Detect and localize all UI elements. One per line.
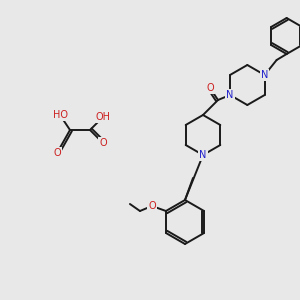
Text: O: O	[148, 201, 156, 211]
Text: O: O	[53, 148, 61, 158]
Text: N: N	[199, 150, 207, 160]
Text: N: N	[261, 70, 268, 80]
Text: O: O	[206, 83, 214, 93]
Text: O: O	[99, 138, 107, 148]
Text: N: N	[226, 90, 234, 100]
Text: HO: HO	[52, 110, 68, 120]
Text: OH: OH	[95, 112, 110, 122]
